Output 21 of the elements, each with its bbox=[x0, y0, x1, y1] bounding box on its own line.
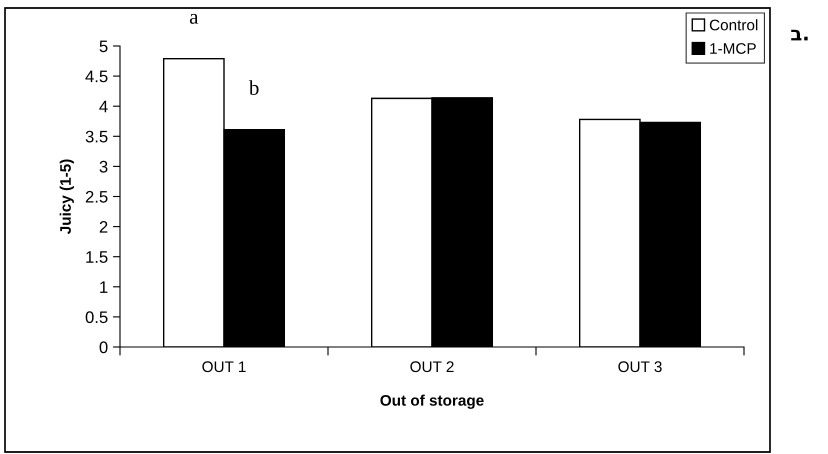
y-tick-label: 1 bbox=[100, 281, 108, 293]
legend-label: 1-MCP bbox=[710, 43, 756, 54]
y-tick-label: 3 bbox=[100, 160, 108, 173]
x-tick-label: OUT 3 bbox=[618, 361, 662, 372]
y-tick-label: 1.5 bbox=[86, 251, 108, 263]
annotation: b bbox=[248, 80, 259, 95]
y-tick-label: 0.5 bbox=[86, 311, 108, 324]
x-tick-label: OUT 2 bbox=[410, 361, 454, 372]
y-tick-label: 2.5 bbox=[86, 190, 108, 203]
y-tick-label: 0 bbox=[100, 341, 108, 354]
x-axis-title: Out of storage bbox=[380, 394, 484, 409]
legend-label: Control bbox=[710, 19, 758, 30]
x-tick-label: OUT 1 bbox=[202, 361, 246, 372]
y-tick-label: 5 bbox=[100, 40, 108, 52]
annotation: a bbox=[190, 14, 198, 24]
y-axis-title: Juicy (1-5) bbox=[60, 159, 74, 234]
y-tick-label: 4.5 bbox=[85, 70, 108, 82]
y-tick-label: 3.5 bbox=[86, 130, 108, 143]
y-tick-label: 4 bbox=[99, 100, 108, 112]
text: ב. bbox=[791, 30, 808, 40]
y-tick-label: 2 bbox=[100, 221, 108, 233]
